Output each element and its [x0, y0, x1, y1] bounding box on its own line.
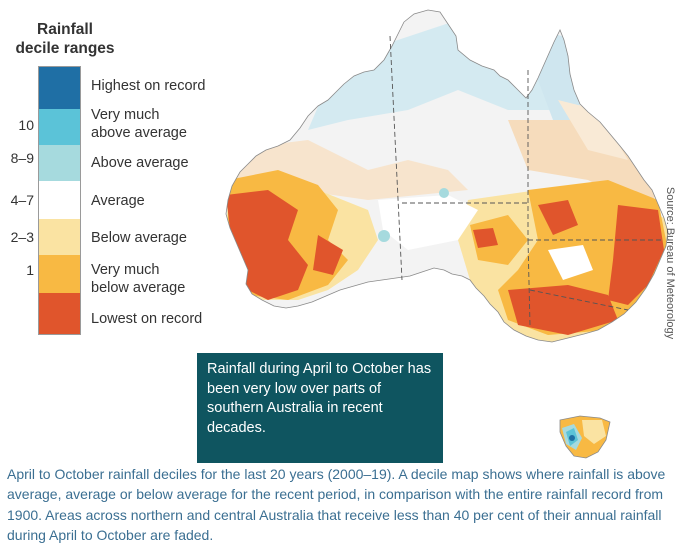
region-above-average-spot-2: [378, 230, 390, 242]
legend-label-highest-on-record: Highest on record: [91, 78, 206, 94]
swatch-highest-on-record: [39, 67, 80, 109]
region-above-average-spot-1: [439, 188, 449, 198]
swatch-average: [39, 181, 80, 219]
decile-label-10: 10: [18, 117, 34, 133]
region-lowest-inland: [473, 228, 498, 248]
decile-label-2-3: 2–3: [10, 229, 34, 245]
legend-label-lowest-on-record: Lowest on record: [91, 311, 203, 327]
tasmania-below-average: [582, 420, 606, 444]
decile-label-1: 1: [26, 262, 34, 278]
swatch-above-average: [39, 145, 80, 181]
region-lowest-east: [608, 205, 664, 305]
legend-color-bar: [38, 66, 81, 335]
legend-title-line2: decile ranges: [15, 40, 115, 57]
legend-label-average: Average: [91, 193, 145, 209]
swatch-very-much-below-average: [39, 255, 80, 293]
decile-label-4-7: 4–7: [10, 192, 34, 208]
legend-label-above-average: Above average: [91, 155, 189, 171]
australia-rainfall-map: [225, 9, 669, 459]
legend-label-very-much-below-average: Very much below average: [91, 262, 186, 296]
region-lowest-nsw: [538, 200, 578, 235]
swatch-lowest-on-record: [39, 293, 80, 334]
coastline: [225, 9, 669, 343]
swatch-very-much-above-average: [39, 109, 80, 145]
region-very-much-below-central: [470, 215, 528, 265]
border-sa-nsw: [527, 239, 531, 326]
legend-title: Rainfall decile ranges: [6, 20, 124, 58]
region-average-central: [378, 195, 478, 250]
region-lowest-south-coast: [313, 235, 343, 275]
legend-title-line1: Rainfall: [37, 21, 93, 38]
tasmania-highest-spot: [569, 435, 575, 441]
legend-label-very-much-above-average: Very much above average: [91, 107, 187, 141]
figure-caption: April to October rainfall deciles for th…: [7, 466, 666, 543]
decile-label-8-9: 8–9: [10, 150, 34, 166]
region-faded-below-northeast: [558, 100, 628, 160]
callout-box: Rainfall during April to October has bee…: [197, 353, 443, 463]
region-lowest-victoria: [508, 285, 618, 335]
legend-label-below-average: Below average: [91, 230, 187, 246]
border-wa: [389, 35, 403, 281]
region-average-inland: [548, 245, 593, 280]
border-nsw-vic: [529, 289, 629, 311]
swatch-below-average: [39, 219, 80, 255]
